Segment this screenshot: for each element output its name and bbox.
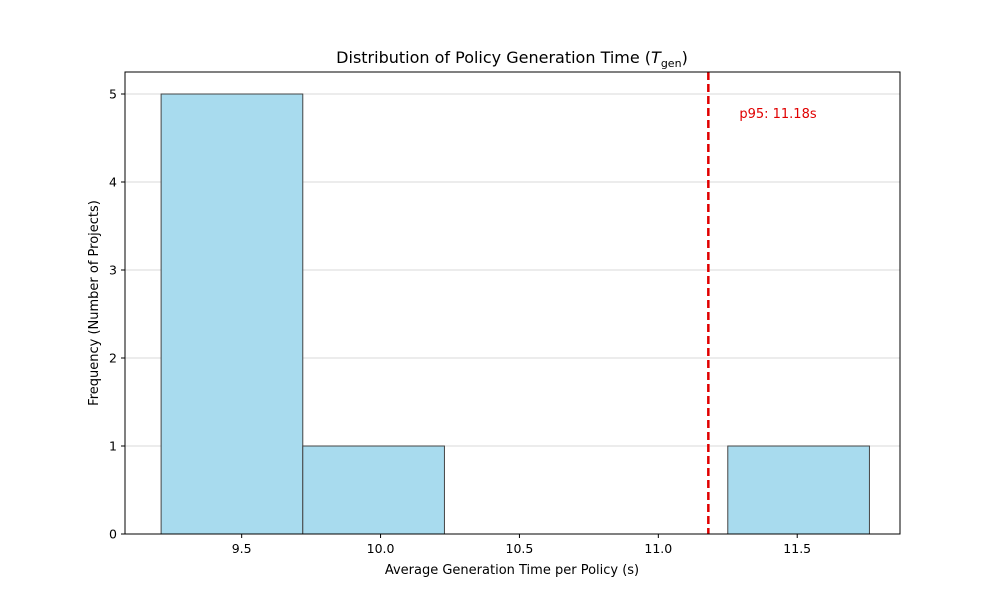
- x-tick-label-1: 10.0: [367, 541, 395, 556]
- chart-title: Distribution of Policy Generation Time (…: [336, 48, 688, 70]
- y-axis-ticks: 0 1 2 3 4 5: [109, 87, 125, 542]
- x-tick-label-3: 11.0: [644, 541, 672, 556]
- x-axis-label: Average Generation Time per Policy (s): [385, 563, 639, 578]
- histogram-bar-4: [727, 445, 870, 535]
- histogram-bar-1: [302, 445, 445, 535]
- x-axis-ticks: 9.5 10.0 10.5 11.0 11.5: [232, 534, 811, 556]
- p95-annotation: p95: 11.18s: [739, 107, 817, 122]
- y-tick-label-0: 0: [109, 527, 117, 542]
- y-tick-label-3: 3: [109, 263, 117, 278]
- y-tick-label-5: 5: [109, 87, 117, 102]
- histogram-bar-0: [160, 93, 304, 535]
- y-tick-label-4: 4: [109, 175, 117, 190]
- x-tick-label-2: 10.5: [506, 541, 534, 556]
- y-axis-label: Frequency (Number of Projects): [87, 200, 102, 406]
- histogram-bars: [160, 93, 870, 535]
- y-tick-label-1: 1: [109, 439, 117, 454]
- x-tick-label-4: 11.5: [783, 541, 811, 556]
- x-tick-label-0: 9.5: [232, 541, 252, 556]
- plot-frame: [124, 71, 901, 535]
- reference-line-group: p95: 11.18s: [707, 72, 817, 534]
- y-tick-label-2: 2: [109, 351, 117, 366]
